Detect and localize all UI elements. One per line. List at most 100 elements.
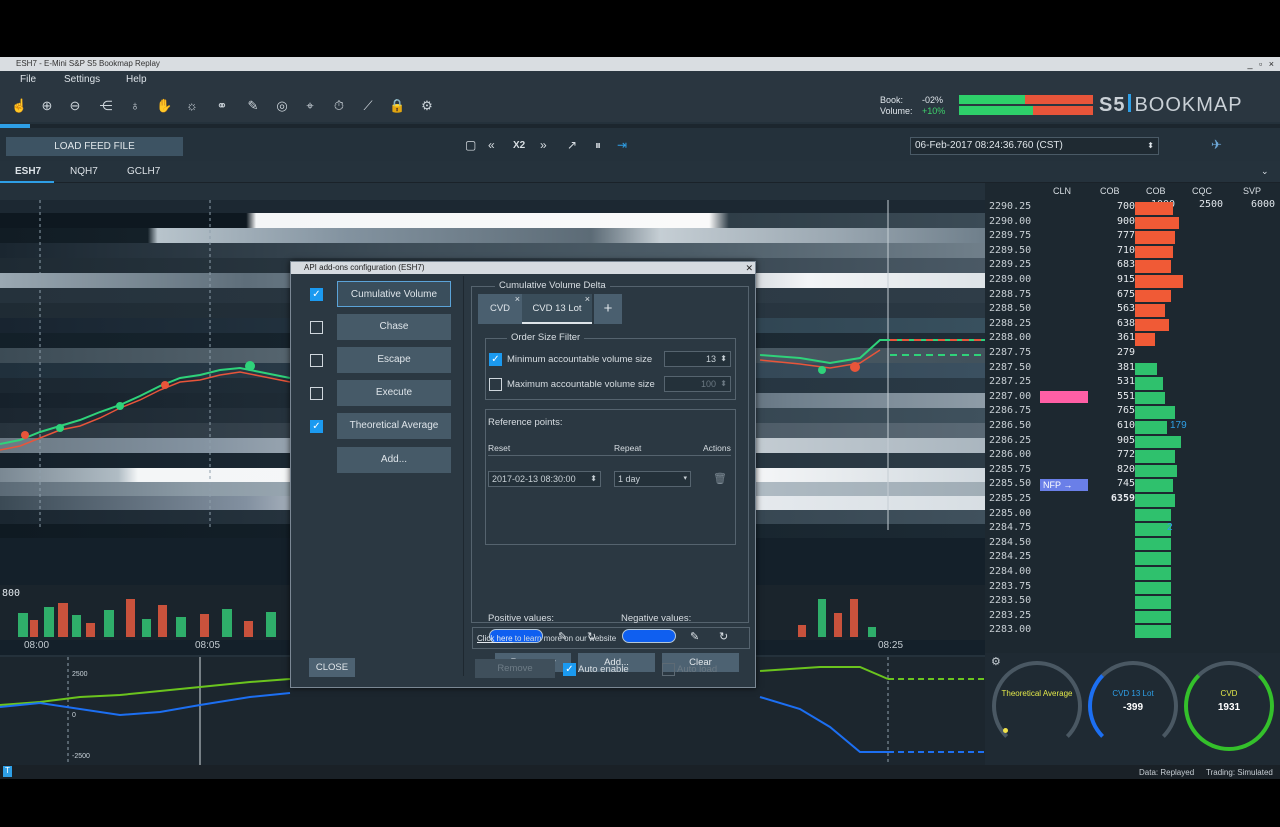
addon-theoretical-average-button[interactable]: Theoretical Average: [337, 413, 451, 439]
addon-escape-button[interactable]: Escape: [337, 347, 451, 373]
ladder-row[interactable]: 2286.75 765: [985, 405, 1280, 420]
load-feed-button[interactable]: LOAD FEED FILE: [6, 137, 183, 156]
remove-button[interactable]: Remove: [475, 659, 555, 678]
ladder-row[interactable]: 2284.25: [985, 551, 1280, 566]
subtab-cvd[interactable]: CVD ×: [478, 294, 522, 324]
tab-nqh7[interactable]: NQH7: [70, 166, 98, 177]
crosshair-icon[interactable]: ⌖: [306, 98, 314, 113]
addon-cvd-checkbox[interactable]: ✓: [310, 288, 323, 301]
ladder-row[interactable]: 2283.00: [985, 624, 1280, 639]
ladder-row[interactable]: 2288.00 361: [985, 332, 1280, 347]
ladder-row[interactable]: 2284.50: [985, 537, 1280, 552]
pin-icon[interactable]: ✈: [1211, 137, 1222, 152]
timer-icon[interactable]: ⏱: [333, 98, 345, 113]
menu-help[interactable]: Help: [126, 74, 147, 85]
ladder-row[interactable]: 2288.75 675: [985, 289, 1280, 304]
ladder-row[interactable]: 2287.00 551: [985, 391, 1280, 406]
ladder-row[interactable]: 2285.00: [985, 508, 1280, 523]
share-icon[interactable]: ⋲: [99, 98, 113, 113]
auto-enable-checkbox[interactable]: ✓: [563, 663, 576, 676]
ladder-row[interactable]: 2285.50 745: [985, 478, 1280, 493]
min-volume-checkbox[interactable]: ✓: [489, 353, 502, 366]
reset-datetime-field[interactable]: 2017-02-13 08:30:00 ⬍: [488, 471, 601, 487]
subtab-cvd-close-icon[interactable]: ×: [514, 294, 520, 304]
ladder-row[interactable]: 2289.00 915: [985, 274, 1280, 289]
repeat-select[interactable]: 1 day ▾: [614, 471, 691, 487]
hand-pointer-icon[interactable]: ✋: [156, 98, 173, 113]
ladder-row[interactable]: 2287.25 531: [985, 376, 1280, 391]
negative-reset-icon[interactable]: ↻: [719, 631, 729, 643]
ladder-row[interactable]: 2288.50 563: [985, 303, 1280, 318]
addon-add-button[interactable]: Add...: [337, 447, 451, 473]
ladder-row[interactable]: 2290.25 700: [985, 201, 1280, 216]
trash-icon[interactable]: 🗑: [713, 473, 727, 485]
addon-execute-checkbox[interactable]: [310, 387, 323, 400]
addon-chase-button[interactable]: Chase: [337, 314, 451, 340]
chart-line-icon[interactable]: ⟋: [363, 98, 373, 113]
close-button[interactable]: CLOSE: [309, 658, 355, 677]
addon-chase-checkbox[interactable]: [310, 321, 323, 334]
add-subtab-button[interactable]: +: [594, 294, 622, 324]
ladder-row[interactable]: 2283.75: [985, 581, 1280, 596]
ladder-row[interactable]: 2283.25: [985, 610, 1280, 625]
chevron-down-icon[interactable]: ⌄: [1261, 166, 1269, 176]
menu-file[interactable]: File: [20, 74, 37, 85]
price-ladder[interactable]: CLN COB COB CQC SVP 1000 2500 6000 2290.…: [985, 183, 1280, 653]
max-volume-checkbox[interactable]: [489, 378, 502, 391]
ladder-row[interactable]: 2284.75: [985, 522, 1280, 537]
ladder-row[interactable]: 2283.50: [985, 595, 1280, 610]
fast-forward-icon[interactable]: »: [540, 138, 547, 152]
lock-icon[interactable]: 🔒: [389, 98, 406, 113]
bulb-icon[interactable]: ♁: [130, 98, 140, 113]
zoom-out-icon[interactable]: ⊖: [69, 98, 81, 113]
dialog-close-icon[interactable]: ✕: [745, 263, 753, 273]
ladder-row[interactable]: 2289.50 710: [985, 245, 1280, 260]
click-here-link[interactable]: Click here: [477, 634, 513, 643]
brightness-icon[interactable]: ☼: [186, 98, 198, 113]
replay-progress[interactable]: [0, 124, 1280, 128]
positive-edit-icon[interactable]: ✎: [558, 631, 568, 643]
speed-label[interactable]: X2: [513, 140, 526, 151]
link-icon[interactable]: ⚭: [216, 98, 228, 113]
gauge-gear-icon[interactable]: ⚙: [991, 656, 1001, 668]
hand-icon[interactable]: ☝: [11, 98, 28, 113]
min-volume-stepper[interactable]: 13 ⬍: [664, 351, 731, 367]
ladder-row[interactable]: 2289.25 683: [985, 259, 1280, 274]
ladder-row[interactable]: 2289.75 777: [985, 230, 1280, 245]
ladder-row[interactable]: 2290.00 900: [985, 216, 1280, 231]
subtab-cvd-13-lot[interactable]: CVD 13 Lot ×: [522, 294, 592, 324]
live-icon[interactable]: ⇥: [617, 138, 628, 152]
ladder-row[interactable]: 2286.50 610: [985, 420, 1280, 435]
gear-icon[interactable]: ⚙: [421, 98, 433, 113]
rewind-icon[interactable]: «: [488, 138, 495, 152]
ladder-row[interactable]: 2287.50 381: [985, 362, 1280, 377]
ladder-row[interactable]: 2284.00: [985, 566, 1280, 581]
positive-color-swatch[interactable]: [489, 629, 543, 643]
ladder-row[interactable]: 2285.25 6359: [985, 493, 1280, 508]
max-volume-stepper[interactable]: 100 ⬍: [664, 376, 731, 392]
zoom-in-icon[interactable]: ⊕: [41, 98, 53, 113]
positive-reset-icon[interactable]: ↻: [587, 631, 597, 643]
addon-cvd-button[interactable]: Cumulative Volume Delta: [337, 281, 451, 326]
jump-icon[interactable]: ↗: [567, 138, 578, 152]
ladder-row[interactable]: 2286.00 772: [985, 449, 1280, 464]
ladder-row[interactable]: 2288.25 638: [985, 318, 1280, 333]
add-reference-button[interactable]: Add...: [578, 653, 655, 672]
negative-edit-icon[interactable]: ✎: [690, 631, 700, 643]
addon-escape-checkbox[interactable]: [310, 354, 323, 367]
window-controls[interactable]: _ ▫ ×: [1247, 59, 1276, 69]
ladder-row[interactable]: 2287.75 279: [985, 347, 1280, 362]
ladder-row[interactable]: 2285.75 820: [985, 464, 1280, 479]
stop-icon[interactable]: ▢: [465, 138, 477, 152]
addon-execute-button[interactable]: Execute: [337, 380, 451, 406]
t-icon[interactable]: T: [3, 766, 12, 777]
target-icon[interactable]: ◎: [276, 98, 288, 113]
ladder-row[interactable]: 2286.25 905: [985, 435, 1280, 450]
tab-gclh7[interactable]: GCLH7: [127, 166, 161, 177]
subtab-cvd13-close-icon[interactable]: ×: [584, 294, 590, 304]
pencil-icon[interactable]: ✎: [247, 98, 259, 113]
negative-color-swatch[interactable]: [622, 629, 676, 643]
spinner-icon[interactable]: ⬍: [1147, 141, 1154, 150]
menu-settings[interactable]: Settings: [64, 74, 101, 85]
tab-esh7[interactable]: ESH7: [15, 166, 42, 177]
